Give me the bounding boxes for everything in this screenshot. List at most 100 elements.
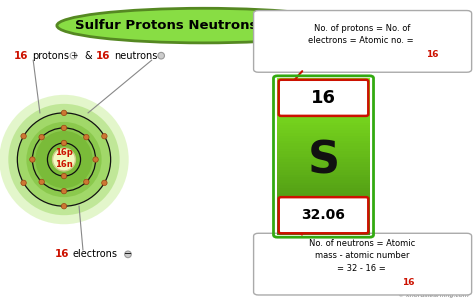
Ellipse shape xyxy=(53,148,75,171)
Bar xyxy=(277,104,370,107)
Bar xyxy=(277,161,370,164)
Text: 16: 16 xyxy=(402,278,415,287)
Bar xyxy=(277,128,370,130)
FancyBboxPatch shape xyxy=(254,11,472,72)
Bar xyxy=(277,125,370,128)
Ellipse shape xyxy=(158,52,164,59)
Text: +: + xyxy=(70,51,77,60)
Bar xyxy=(277,78,370,81)
Ellipse shape xyxy=(83,135,89,140)
Bar xyxy=(277,99,370,102)
Ellipse shape xyxy=(61,188,67,194)
Bar xyxy=(277,200,370,203)
Bar xyxy=(277,91,370,94)
Text: 16: 16 xyxy=(55,249,69,259)
Bar xyxy=(277,154,370,157)
Bar xyxy=(277,208,370,211)
Text: neutrons: neutrons xyxy=(114,51,157,61)
Bar xyxy=(277,188,370,191)
Ellipse shape xyxy=(36,131,92,188)
Bar xyxy=(277,96,370,99)
Bar xyxy=(277,159,370,162)
Bar xyxy=(277,148,370,151)
Text: 16p: 16p xyxy=(55,148,73,157)
Bar xyxy=(277,122,370,125)
Ellipse shape xyxy=(21,180,26,185)
Bar xyxy=(277,169,370,172)
Text: protons: protons xyxy=(32,51,69,61)
Bar xyxy=(277,219,370,222)
Bar xyxy=(277,190,370,193)
Bar xyxy=(277,138,370,141)
Ellipse shape xyxy=(70,52,77,59)
Ellipse shape xyxy=(102,180,107,185)
Text: 16: 16 xyxy=(426,50,439,59)
Bar xyxy=(277,182,370,185)
Ellipse shape xyxy=(61,203,67,209)
Bar xyxy=(277,227,370,230)
Text: 16: 16 xyxy=(96,51,110,61)
Bar xyxy=(277,156,370,159)
Bar xyxy=(277,214,370,216)
Bar xyxy=(277,151,370,154)
Text: S: S xyxy=(308,140,339,183)
Bar xyxy=(277,211,370,214)
Text: −: − xyxy=(124,249,132,259)
Text: 16: 16 xyxy=(311,89,336,107)
Ellipse shape xyxy=(102,134,107,139)
Bar xyxy=(277,117,370,120)
Bar xyxy=(277,141,370,144)
Bar xyxy=(277,143,370,146)
Bar xyxy=(277,146,370,149)
Bar xyxy=(277,203,370,206)
FancyBboxPatch shape xyxy=(279,197,368,233)
Bar xyxy=(277,216,370,219)
Ellipse shape xyxy=(61,173,67,179)
Text: Sulfur Protons Neutrons Electrons: Sulfur Protons Neutrons Electrons xyxy=(75,19,332,32)
Ellipse shape xyxy=(39,179,45,185)
Ellipse shape xyxy=(61,140,67,146)
Bar xyxy=(277,120,370,123)
Ellipse shape xyxy=(57,8,351,43)
Bar xyxy=(277,206,370,209)
Bar xyxy=(277,175,370,177)
Bar xyxy=(277,198,370,201)
Ellipse shape xyxy=(61,110,67,116)
FancyBboxPatch shape xyxy=(254,233,472,295)
Ellipse shape xyxy=(21,134,26,139)
Ellipse shape xyxy=(39,135,45,140)
Bar xyxy=(277,88,370,91)
Bar xyxy=(277,177,370,180)
Bar xyxy=(277,109,370,112)
Bar xyxy=(277,101,370,104)
Text: 16n: 16n xyxy=(55,160,73,169)
Text: 16: 16 xyxy=(14,51,29,61)
Bar xyxy=(277,172,370,175)
Text: 32.06: 32.06 xyxy=(301,208,346,222)
Text: &: & xyxy=(84,51,92,61)
Ellipse shape xyxy=(61,125,67,131)
Bar xyxy=(277,180,370,183)
Bar xyxy=(277,135,370,138)
Bar xyxy=(277,133,370,136)
Bar xyxy=(277,81,370,83)
Bar xyxy=(277,229,370,232)
Ellipse shape xyxy=(18,113,110,206)
Bar xyxy=(277,167,370,169)
Bar xyxy=(277,83,370,86)
Ellipse shape xyxy=(93,157,98,162)
Bar xyxy=(277,193,370,196)
Text: No. of neutrons = Atomic
mass - atomic number
= 32 - 16 =: No. of neutrons = Atomic mass - atomic n… xyxy=(310,239,416,273)
Bar xyxy=(277,195,370,198)
Ellipse shape xyxy=(83,179,89,185)
Text: No. of protons = No. of
electrons = Atomic no. =: No. of protons = No. of electrons = Atom… xyxy=(309,24,417,45)
FancyBboxPatch shape xyxy=(279,80,368,116)
Ellipse shape xyxy=(0,95,129,224)
Text: © knordslearning.com: © knordslearning.com xyxy=(398,292,469,298)
Ellipse shape xyxy=(125,251,131,258)
Bar xyxy=(277,114,370,117)
Bar xyxy=(277,222,370,224)
Bar xyxy=(277,185,370,188)
Bar xyxy=(277,112,370,115)
Bar xyxy=(277,130,370,133)
